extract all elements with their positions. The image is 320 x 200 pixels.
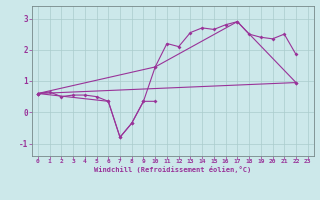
X-axis label: Windchill (Refroidissement éolien,°C): Windchill (Refroidissement éolien,°C) <box>94 166 252 173</box>
